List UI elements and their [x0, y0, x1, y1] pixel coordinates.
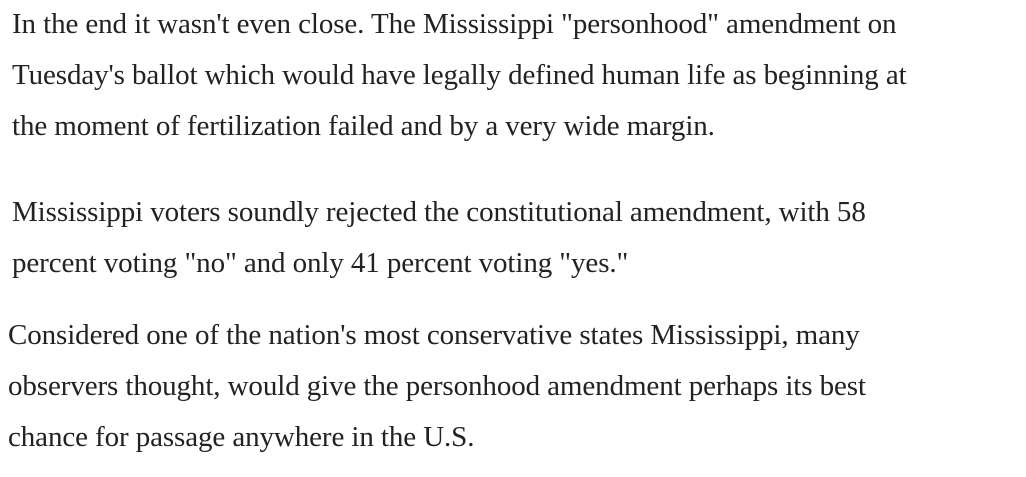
paragraph-line: chance for passage anywhere in the U.S. — [8, 421, 475, 453]
article-paragraph-1: In the end it wasn't even close. The Mis… — [12, 0, 907, 152]
article-paragraph-2: Mississippi voters soundly rejected the … — [12, 187, 866, 289]
paragraph-line: the moment of fertilization failed and b… — [12, 110, 715, 142]
article-paragraph-3: Considered one of the nation's most cons… — [8, 310, 866, 463]
paragraph-line: percent voting "no" and only 41 percent … — [12, 247, 629, 279]
paragraph-line: Considered one of the nation's most cons… — [8, 319, 860, 351]
paragraph-line: In the end it wasn't even close. The Mis… — [12, 8, 897, 40]
paragraph-line: Mississippi voters soundly rejected the … — [12, 196, 866, 228]
paragraph-line: Tuesday's ballot which would have legall… — [12, 59, 907, 91]
paragraph-line: observers thought, would give the person… — [8, 370, 866, 402]
